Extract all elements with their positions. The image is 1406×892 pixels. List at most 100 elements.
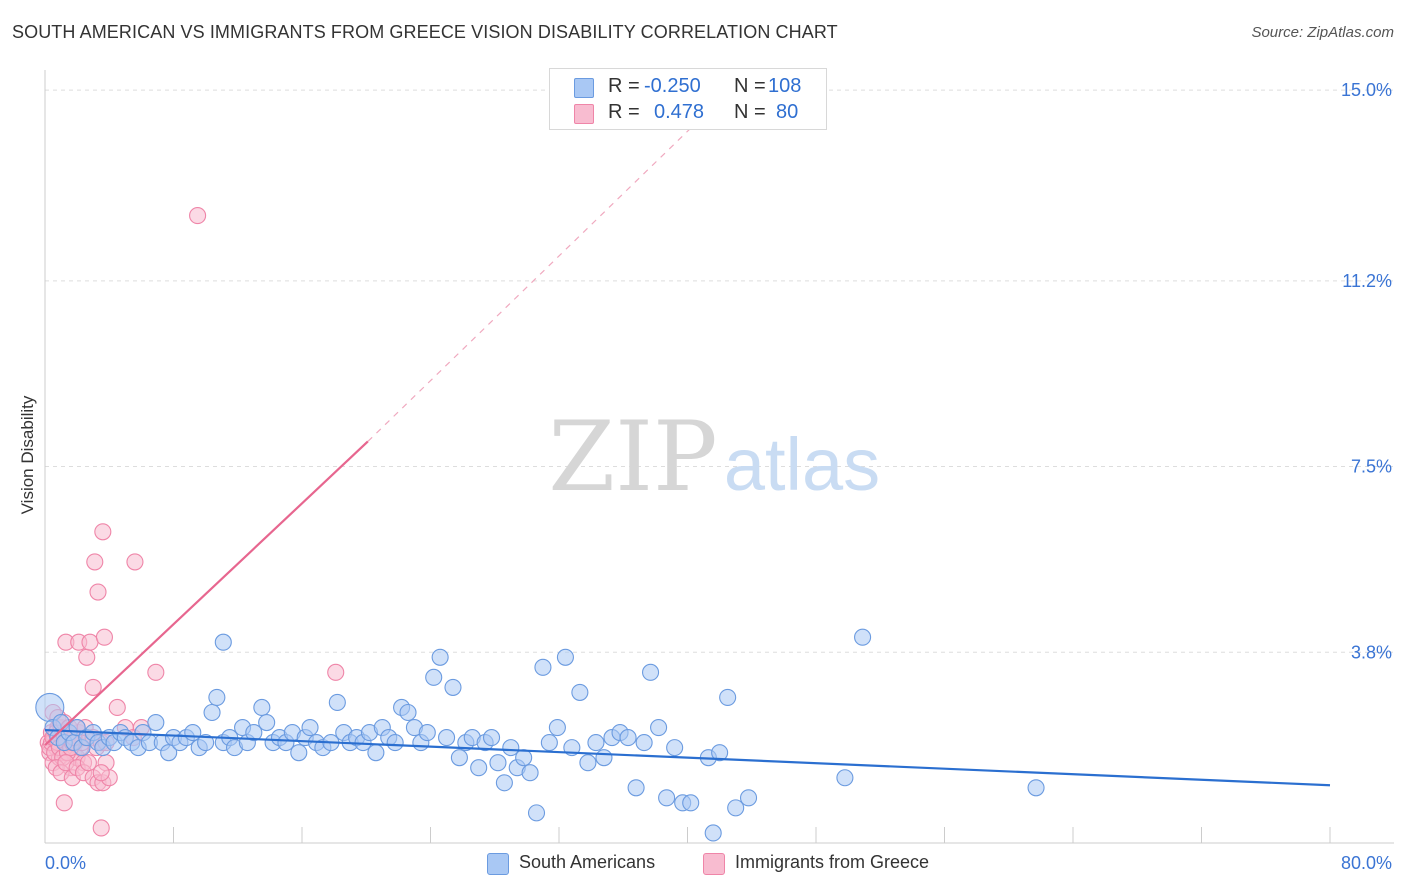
legend-n-key: N = [734, 101, 766, 123]
y-tick-label: 7.5% [1351, 457, 1392, 477]
data-point-south-american [450, 749, 468, 767]
trend-lines [44, 99, 1331, 787]
data-point-south-american [495, 774, 513, 792]
legend-r-key: R = [608, 75, 640, 97]
tick-labels: 3.8% 7.5% 11.2% 15.0% 0.0% 80.0% [45, 80, 1392, 873]
data-point-south-american [482, 729, 501, 747]
data-point-south-american [290, 744, 308, 762]
data-point-south-american [418, 724, 436, 742]
data-point-south-american [595, 749, 613, 767]
data-point-greece [89, 583, 107, 601]
data-point-south-american [527, 804, 546, 822]
correlation-legend: R = -0.250 N = 108 R = 0.478 N = 80 [549, 68, 827, 130]
data-point-south-american [444, 678, 462, 696]
data-point-south-american [854, 628, 872, 646]
data-point-south-american [1027, 779, 1045, 797]
data-point-south-american [470, 759, 488, 777]
legend-swatch-pink [703, 853, 725, 875]
data-point-south-american [836, 769, 854, 787]
data-point-south-american [682, 794, 700, 812]
data-point-greece [84, 678, 102, 696]
data-point-south-american [571, 683, 589, 701]
data-point-south-american [666, 739, 684, 757]
data-point-greece [189, 207, 207, 225]
data-point-south-american [515, 749, 533, 767]
data-point-greece [78, 648, 96, 666]
data-point-south-american [587, 734, 605, 752]
data-point-south-american [658, 789, 676, 807]
data-point-south-american [147, 713, 165, 732]
x-tick-label: 0.0% [45, 853, 86, 873]
data-point-south-american [556, 648, 574, 666]
legend-label: South Americans [519, 852, 656, 872]
data-point-south-american [197, 734, 215, 752]
data-point-greece [86, 553, 104, 571]
data-point-greece [94, 523, 112, 541]
data-point-greece [108, 698, 126, 717]
data-point-south-american [650, 719, 668, 737]
data-point-south-american [489, 754, 507, 772]
data-point-south-american [438, 729, 456, 747]
gridlines [45, 89, 1394, 653]
data-point-greece [327, 663, 345, 681]
legend-swatch-blue [574, 78, 594, 98]
data-point-south-american [619, 729, 637, 747]
chart-title: SOUTH AMERICAN VS IMMIGRANTS FROM GREECE… [12, 22, 838, 42]
data-point-south-american [627, 779, 645, 797]
data-point-south-american [328, 693, 346, 712]
data-point-south-american [635, 734, 653, 752]
data-point-south-american [214, 633, 232, 651]
data-point-south-american [719, 688, 737, 706]
data-point-south-american [208, 688, 226, 706]
legend-swatch-pink [574, 104, 594, 124]
data-point-south-american [521, 764, 539, 782]
legend-n-value: 108 [768, 75, 802, 97]
data-point-south-american [502, 739, 520, 757]
watermark-zip: ZIP [548, 401, 717, 513]
watermark: ZIP atlas [548, 401, 880, 513]
y-tick-label: 15.0% [1341, 80, 1392, 100]
legend-r-value: 0.478 [654, 101, 705, 123]
data-point-south-american [425, 668, 443, 686]
data-point-south-american [367, 744, 385, 762]
data-point-south-american [540, 734, 558, 752]
data-point-greece [55, 794, 73, 812]
data-point-south-american [548, 719, 566, 737]
data-point-greece [95, 628, 113, 646]
legend-label: Immigrants from Greece [735, 852, 930, 872]
legend-n-value: 80 [776, 101, 799, 123]
data-point-south-american [431, 648, 449, 666]
legend-r-key: R = [608, 101, 640, 123]
legend-r-value: -0.250 [644, 75, 701, 97]
data-point-south-american [258, 713, 276, 732]
source-credit: Source: ZipAtlas.com [1251, 24, 1394, 41]
trend-line-south-americans [44, 728, 1331, 787]
trend-line-greece [44, 440, 369, 746]
data-point-south-american [739, 789, 758, 807]
data-point-south-american [301, 719, 319, 737]
y-tick-label: 3.8% [1351, 642, 1392, 662]
x-tick-label: 80.0% [1341, 853, 1392, 873]
trend-line-greece-extension [367, 99, 721, 442]
data-point-south-american [727, 799, 745, 817]
data-point-greece [81, 633, 99, 651]
data-point-south-american [203, 703, 221, 722]
data-point-south-american [579, 754, 597, 772]
data-point-greece [126, 553, 144, 571]
data-point-greece [147, 663, 165, 681]
data-point-south-american [399, 703, 417, 722]
data-point-south-american [386, 734, 404, 752]
data-point-south-american [245, 724, 263, 742]
data-point-south-american [534, 658, 552, 676]
legend-swatch-blue [487, 853, 509, 875]
data-point-south-american [253, 698, 271, 717]
data-point-greece [92, 764, 110, 782]
y-tick-label: 11.2% [1342, 271, 1392, 291]
watermark-atlas: atlas [724, 423, 880, 506]
data-point-south-american [711, 744, 729, 762]
legend-n-key: N = [734, 75, 766, 97]
data-point-south-american [704, 824, 722, 842]
data-point-greece [92, 819, 110, 837]
data-point-south-american [642, 663, 660, 681]
